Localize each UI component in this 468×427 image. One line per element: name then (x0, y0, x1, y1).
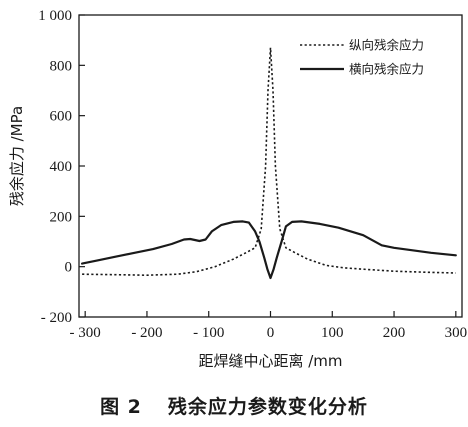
residual-stress-chart: - 300- 200- 100 0 100 200 300 - 200020040060… (8, 8, 468, 370)
y-tick-label: 200 (50, 209, 73, 225)
y-tick-label: - 200 (41, 310, 72, 326)
figure-caption: 图 2 残余应力参数变化分析 (0, 392, 468, 419)
x-axis: - 300 - 200 - 100 0 100 200 300 (70, 311, 468, 341)
y-tick-label: 800 (50, 58, 73, 74)
x-tick-label: - 100 (193, 325, 224, 341)
x-tick-label: - 200 (131, 325, 162, 341)
x-tick-label: 300 (445, 325, 468, 341)
transverse-stress-line (80, 220, 457, 280)
x-tick-label: - 300 (70, 325, 101, 341)
legend-label: 纵向残余应力 (349, 38, 424, 53)
y-tick-label: 1 000 (38, 8, 72, 24)
longitudinal-stress-line (82, 46, 456, 277)
x-tick-label: 0 (267, 325, 275, 341)
y-tick-label: 600 (50, 109, 73, 125)
y-tick-label: 0 (65, 260, 73, 276)
legend-label: 横向残余应力 (349, 62, 424, 77)
figure-number: 图 2 (100, 396, 142, 418)
x-tick-label: 200 (383, 325, 406, 341)
series-layer (80, 46, 457, 280)
figure-title: 残余应力参数变化分析 (167, 396, 368, 418)
y-axis-title: 残余应力 /MPa (8, 106, 26, 206)
y-axis: - 200 0 200 400 600 800 1 000 (38, 8, 85, 326)
y-tick-label: 400 (50, 159, 73, 175)
x-axis-title: 距焊缝中心距离 /mm (198, 352, 342, 370)
x-tick-label: 100 (321, 325, 344, 341)
